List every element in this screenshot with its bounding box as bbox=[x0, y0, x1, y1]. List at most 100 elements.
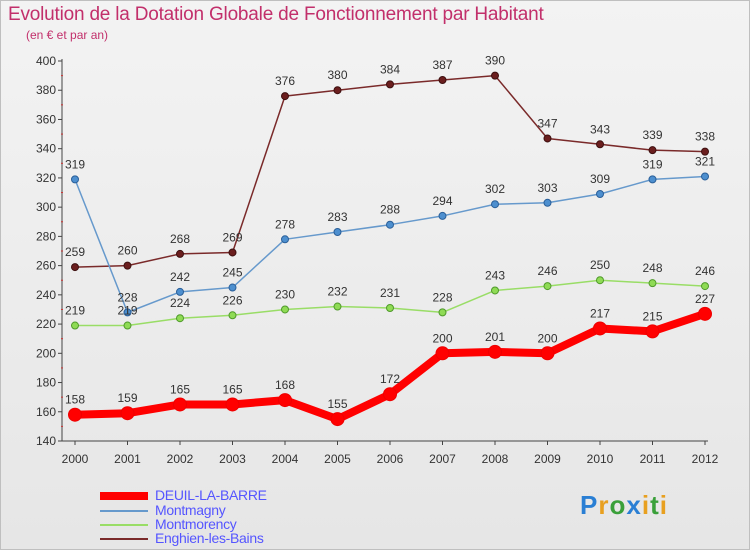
x-tick-label: 2001 bbox=[114, 452, 141, 466]
data-label-deuil-la-barre: 200 bbox=[537, 331, 557, 345]
y-tick-label: 180 bbox=[36, 376, 56, 390]
y-tick-label: 240 bbox=[36, 288, 56, 302]
data-label-montmagny: 303 bbox=[537, 181, 557, 195]
data-point-enghien-les-bains bbox=[701, 147, 709, 156]
data-point-deuil-la-barre bbox=[593, 321, 607, 336]
data-point-deuil-la-barre bbox=[68, 407, 82, 422]
y-tick-label: 380 bbox=[36, 83, 56, 97]
data-point-enghien-les-bains bbox=[71, 263, 79, 272]
series-montmorency bbox=[71, 276, 709, 330]
data-point-montmorency bbox=[333, 302, 342, 311]
data-point-montmagny bbox=[438, 211, 447, 220]
data-point-enghien-les-bains bbox=[491, 71, 499, 80]
data-point-deuil-la-barre bbox=[488, 344, 502, 359]
chart-subtitle: (en € et par an) bbox=[26, 28, 109, 42]
data-label-montmagny: 242 bbox=[170, 270, 190, 284]
data-point-enghien-les-bains bbox=[333, 86, 342, 95]
data-point-montmorency bbox=[701, 282, 709, 291]
series-line-deuil-la-barre bbox=[74, 310, 707, 424]
legend-swatch bbox=[100, 524, 148, 526]
data-label-enghien-les-bains: 384 bbox=[380, 62, 400, 76]
data-point-enghien-les-bains bbox=[281, 92, 289, 101]
data-point-montmorency bbox=[176, 314, 184, 323]
data-label-enghien-les-bains: 268 bbox=[170, 232, 190, 246]
data-label-enghien-les-bains: 259 bbox=[65, 245, 85, 259]
data-label-deuil-la-barre: 227 bbox=[695, 292, 715, 306]
y-tick-label: 360 bbox=[36, 112, 56, 126]
data-point-deuil-la-barre bbox=[383, 387, 397, 402]
x-tick-label: 2002 bbox=[167, 452, 194, 466]
data-label-deuil-la-barre: 168 bbox=[275, 378, 295, 392]
data-label-montmorency: 224 bbox=[170, 296, 190, 310]
data-point-montmagny bbox=[596, 190, 604, 198]
x-tick-label: 2009 bbox=[534, 452, 561, 466]
data-point-montmagny bbox=[71, 175, 79, 184]
y-tick-label: 200 bbox=[36, 346, 56, 360]
data-label-enghien-les-bains: 260 bbox=[117, 244, 137, 258]
data-label-enghien-les-bains: 376 bbox=[275, 74, 295, 88]
x-tick-label: 2010 bbox=[587, 452, 614, 466]
data-label-deuil-la-barre: 159 bbox=[117, 391, 137, 405]
data-point-montmorency bbox=[386, 304, 394, 312]
data-point-montmagny bbox=[701, 172, 709, 181]
data-label-deuil-la-barre: 217 bbox=[590, 306, 610, 320]
data-label-montmorency: 246 bbox=[537, 264, 557, 278]
data-point-deuil-la-barre bbox=[120, 406, 135, 421]
data-point-montmagny bbox=[123, 308, 132, 317]
data-label-deuil-la-barre: 172 bbox=[380, 372, 400, 386]
data-label-montmorency: 232 bbox=[327, 285, 347, 299]
data-point-enghien-les-bains bbox=[438, 76, 447, 84]
data-point-montmagny bbox=[491, 200, 499, 209]
data-label-enghien-les-bains: 338 bbox=[695, 130, 715, 144]
data-point-montmagny bbox=[543, 198, 552, 207]
data-label-montmagny: 245 bbox=[222, 266, 242, 280]
chart-title: Evolution de la Dotation Globale de Fonc… bbox=[8, 4, 544, 25]
data-label-montmagny: 319 bbox=[642, 157, 662, 171]
data-label-enghien-les-bains: 339 bbox=[642, 128, 662, 142]
series-layer bbox=[68, 71, 712, 427]
data-label-montmorency: 246 bbox=[695, 264, 715, 278]
data-point-montmorency bbox=[438, 308, 447, 317]
data-label-deuil-la-barre: 155 bbox=[327, 397, 347, 411]
data-point-enghien-les-bains bbox=[123, 261, 132, 270]
series-enghien-les-bains bbox=[71, 71, 709, 272]
data-label-montmorency: 226 bbox=[222, 293, 242, 307]
data-label-enghien-les-bains: 269 bbox=[222, 230, 242, 244]
data-point-deuil-la-barre bbox=[330, 412, 345, 427]
data-point-deuil-la-barre bbox=[698, 306, 712, 321]
x-tick-label: 2004 bbox=[272, 452, 299, 466]
data-label-montmorency: 243 bbox=[485, 268, 505, 282]
data-point-montmorency bbox=[228, 311, 237, 320]
legend-swatch bbox=[100, 492, 148, 500]
data-point-montmagny bbox=[333, 228, 342, 236]
data-point-montmagny bbox=[386, 220, 394, 229]
data-point-deuil-la-barre bbox=[225, 397, 240, 412]
data-point-montmorency bbox=[543, 282, 552, 291]
data-label-montmorency: 228 bbox=[432, 290, 452, 304]
legend-label: Montmorency bbox=[155, 516, 237, 532]
y-tick-label: 140 bbox=[36, 434, 56, 448]
data-point-enghien-les-bains bbox=[648, 146, 657, 155]
data-label-montmagny: 319 bbox=[65, 157, 85, 171]
data-label-deuil-la-barre: 165 bbox=[222, 382, 242, 396]
data-label-montmagny: 228 bbox=[117, 290, 137, 304]
data-point-montmagny bbox=[648, 175, 657, 184]
data-label-montmagny: 302 bbox=[485, 182, 505, 196]
data-label-deuil-la-barre: 215 bbox=[642, 309, 662, 323]
y-tick-label: 300 bbox=[36, 200, 56, 214]
chart-axes: 140 160 180 200 220 240 260 280 300 320 340 360 380 4… bbox=[36, 54, 719, 466]
data-label-deuil-la-barre: 201 bbox=[485, 330, 505, 344]
data-point-enghien-les-bains bbox=[543, 134, 552, 143]
data-label-deuil-la-barre: 200 bbox=[432, 331, 452, 345]
y-tick-label: 320 bbox=[36, 171, 56, 185]
x-tick-label: 2000 bbox=[62, 452, 89, 466]
data-label-montmorency: 248 bbox=[642, 261, 662, 275]
data-point-enghien-les-bains bbox=[228, 248, 237, 257]
data-point-montmagny bbox=[228, 283, 237, 292]
legend-label: Enghien-les-Bains bbox=[155, 530, 264, 546]
x-tick-label: 2007 bbox=[429, 452, 456, 466]
data-label-montmagny: 278 bbox=[275, 217, 295, 231]
data-point-deuil-la-barre bbox=[540, 346, 555, 361]
data-label-montmagny: 294 bbox=[432, 194, 452, 208]
